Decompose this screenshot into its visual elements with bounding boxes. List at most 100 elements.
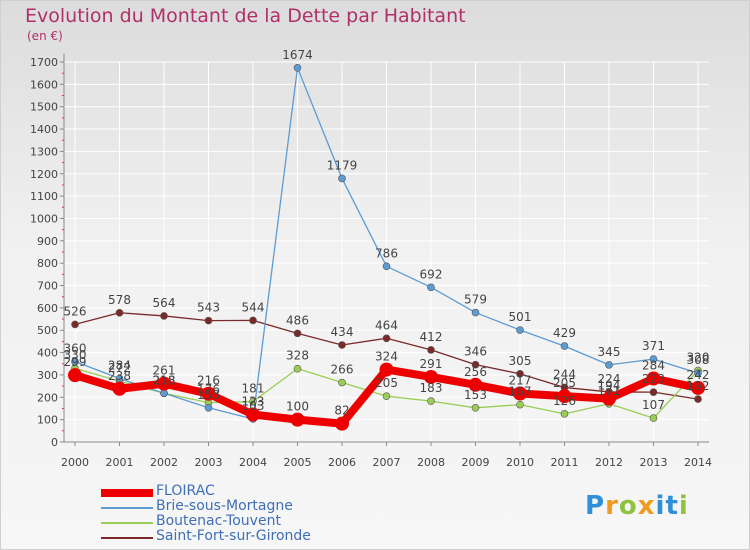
data-point [516,326,524,334]
data-point [338,341,346,349]
data-label: 543 [197,301,220,315]
data-point [516,370,524,378]
data-point [112,381,127,396]
y-tick-label: 1200 [30,168,58,181]
legend-item: Saint-Fort-sur-Gironde [101,528,361,545]
data-label: 429 [553,326,576,340]
data-label: 218 [153,373,176,387]
x-tick-label: 2013 [640,456,668,469]
data-label: 346 [464,345,487,359]
data-point [68,368,82,383]
y-tick-label: 1500 [30,101,58,114]
data-point [560,342,569,350]
x-tick-label: 2011 [551,456,579,469]
data-label: 224 [598,372,621,386]
data-point [427,346,435,354]
data-label: 216 [197,374,220,388]
data-point [557,389,572,404]
legend-item: Brie-sous-Mortagne [101,498,361,515]
data-label: 305 [509,354,532,368]
data-point [694,369,702,377]
data-point [382,392,391,400]
data-label: 291 [420,357,443,371]
data-point [204,403,213,412]
data-point [335,416,349,431]
data-label: 223 [642,372,665,386]
data-label: 526 [64,304,87,318]
data-label: 167 [509,385,532,399]
data-label: 1179 [327,158,358,172]
data-point [115,308,124,317]
data-label: 371 [642,339,665,353]
data-label: 272 [108,361,131,375]
data-point [560,410,569,418]
data-label: 194 [598,379,621,393]
x-tick-label: 2012 [595,456,623,469]
data-point [427,283,435,292]
data-label: 244 [553,367,576,381]
data-point [516,400,524,409]
x-tick-label: 2004 [239,456,267,469]
data-point [468,377,483,392]
data-label: 183 [420,381,443,395]
legend-item: FLOIRAC [101,483,361,500]
y-tick-label: 1600 [30,78,58,91]
data-label: 786 [375,246,398,260]
data-point [513,386,527,401]
data-label: 153 [464,388,487,402]
data-point [160,389,168,398]
legend-label: Boutenac-Touvent [156,513,281,529]
data-point [427,397,435,405]
data-label: 171 [598,384,621,398]
proxiti-logo: Proxiti [585,491,689,521]
x-tick-label: 2006 [328,456,356,469]
legend-label: Brie-sous-Mortagne [156,498,293,514]
x-tick-label: 2014 [684,456,712,469]
y-tick-label: 900 [37,235,58,248]
x-tick-label: 2003 [195,456,223,469]
x-tick-label: 2005 [284,456,312,469]
data-label: 261 [153,364,176,378]
data-point [602,391,616,406]
y-tick-label: 500 [37,324,58,337]
data-label: 205 [375,376,398,390]
y-tick-label: 100 [37,414,58,427]
y-tick-label: 600 [37,302,58,315]
data-label: 176 [197,383,220,397]
y-tick-label: 1700 [30,56,58,69]
data-point [201,386,216,401]
data-point [649,355,658,363]
y-tick-label: 800 [37,257,58,270]
data-label: 256 [464,365,487,379]
data-point [649,388,658,396]
data-point [646,371,661,386]
y-tick-label: 300 [37,369,58,382]
data-point [605,361,613,369]
data-point [471,403,480,412]
data-label: 103 [242,399,265,413]
unit-label: (en €) [27,29,63,43]
data-point [379,362,394,377]
data-label: 328 [286,349,309,363]
data-point [157,376,171,391]
data-point [382,262,391,271]
y-tick-label: 1100 [30,190,58,203]
data-label: 217 [509,373,532,387]
data-label: 123 [242,395,265,409]
data-point [246,407,260,422]
data-label: 1674 [282,48,313,62]
data-label: 360 [64,342,87,356]
data-label: 579 [464,293,487,307]
legend-swatch [101,507,153,509]
y-tick-label: 700 [37,280,58,293]
data-label: 284 [642,359,665,373]
chart-title: Evolution du Montant de la Dette par Hab… [25,5,466,27]
legend-swatch [101,489,153,497]
data-label: 434 [331,325,354,339]
legend-swatch [101,522,153,524]
data-label: 299 [64,355,87,369]
data-label: 345 [598,345,621,359]
data-point [293,329,302,338]
data-point [204,316,213,325]
